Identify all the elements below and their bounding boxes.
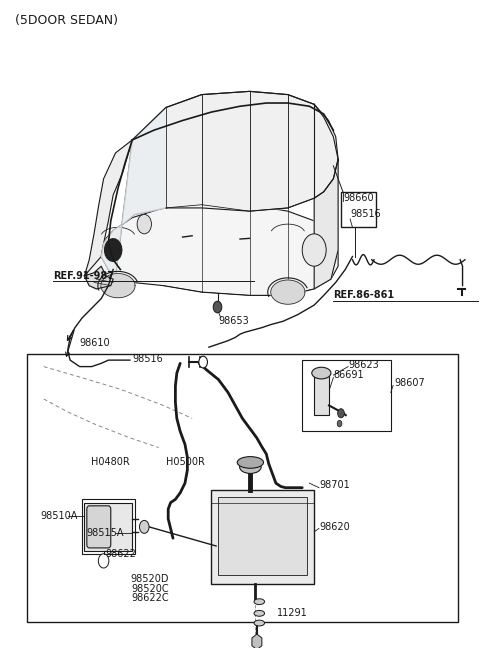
Circle shape <box>140 520 149 533</box>
Text: 98660: 98660 <box>343 193 373 203</box>
Bar <box>218 497 307 575</box>
Bar <box>302 360 391 432</box>
Text: 98622: 98622 <box>105 550 136 559</box>
Polygon shape <box>84 266 113 289</box>
Text: 98607: 98607 <box>394 378 425 388</box>
Polygon shape <box>271 280 305 304</box>
Text: REF.91-987: REF.91-987 <box>53 271 114 281</box>
Ellipse shape <box>240 461 261 474</box>
Bar <box>340 191 376 227</box>
Bar <box>314 373 329 415</box>
Text: (5DOOR SEDAN): (5DOOR SEDAN) <box>15 14 118 27</box>
Bar <box>82 499 135 554</box>
Polygon shape <box>84 140 132 276</box>
Polygon shape <box>101 108 166 276</box>
Circle shape <box>213 301 222 313</box>
Text: 98610: 98610 <box>80 337 110 348</box>
Ellipse shape <box>254 620 264 626</box>
Text: 98701: 98701 <box>319 480 350 490</box>
Circle shape <box>302 234 326 266</box>
Text: 98515A: 98515A <box>86 528 123 538</box>
Circle shape <box>199 356 207 368</box>
Polygon shape <box>101 92 338 276</box>
Text: 98520C: 98520C <box>132 583 169 594</box>
Circle shape <box>98 554 109 568</box>
Ellipse shape <box>237 457 264 469</box>
Text: 98516: 98516 <box>132 354 163 364</box>
Text: 98516: 98516 <box>350 210 381 219</box>
Polygon shape <box>105 239 122 262</box>
Ellipse shape <box>254 599 264 605</box>
Text: 98510A: 98510A <box>40 511 77 520</box>
Text: H0500R: H0500R <box>166 457 204 467</box>
Ellipse shape <box>254 611 264 617</box>
Text: REF.86-861: REF.86-861 <box>333 290 395 300</box>
Text: 98623: 98623 <box>348 360 379 370</box>
Text: 86691: 86691 <box>333 370 364 380</box>
Text: 98520D: 98520D <box>131 574 169 584</box>
Ellipse shape <box>312 367 331 379</box>
Circle shape <box>337 421 342 427</box>
Text: 98620: 98620 <box>319 522 350 532</box>
Text: H0480R: H0480R <box>91 457 130 467</box>
Bar <box>211 489 314 583</box>
Text: 11291: 11291 <box>277 607 308 618</box>
Text: 98653: 98653 <box>218 316 249 326</box>
Bar <box>84 502 132 551</box>
Bar <box>27 354 458 622</box>
FancyBboxPatch shape <box>87 506 111 548</box>
Polygon shape <box>84 204 338 295</box>
Circle shape <box>337 409 344 418</box>
Polygon shape <box>101 273 135 298</box>
Text: 98622C: 98622C <box>132 593 169 604</box>
Circle shape <box>137 214 152 234</box>
Polygon shape <box>314 160 338 289</box>
